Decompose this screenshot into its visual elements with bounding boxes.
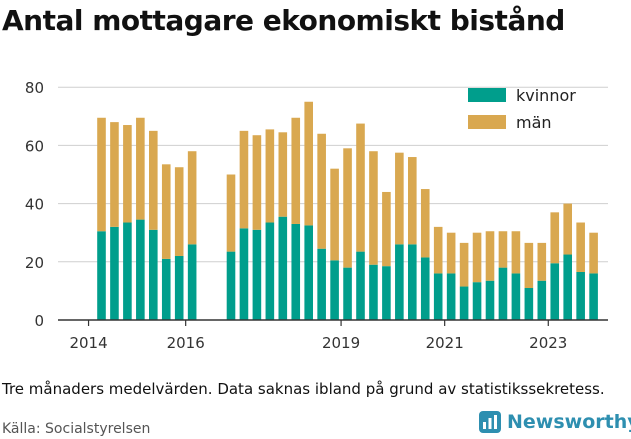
y-tick-label: 40 (25, 196, 44, 214)
chart-title: Antal mottagare ekonomiskt bistånd (2, 4, 565, 37)
bar-kvinnor (149, 229, 158, 320)
bar-man (459, 242, 469, 287)
newsworthy-logo-icon (479, 411, 501, 433)
bar-kvinnor (511, 273, 521, 320)
bar-man (408, 157, 417, 245)
y-tick-label: 60 (25, 137, 44, 155)
bar-man (343, 148, 352, 268)
bar-kvinnor (589, 273, 598, 320)
bar-man (382, 191, 391, 267)
x-tick-label: 2016 (167, 334, 205, 352)
legend-swatch-man (468, 115, 506, 129)
bar-kvinnor (395, 244, 404, 320)
bar-kvinnor (278, 216, 288, 320)
bar-kvinnor (110, 226, 119, 320)
chart-note: Tre månaders medelvärden. Data saknas ib… (2, 380, 605, 398)
bar-kvinnor (187, 244, 197, 320)
bar-man (356, 123, 365, 252)
x-axis: 2014 2016 2019 2021 2023 (58, 319, 608, 352)
bar-man (265, 129, 275, 223)
bar-kvinnor (459, 286, 469, 320)
x-tick-label: 2014 (69, 334, 107, 352)
bar-man (589, 232, 598, 274)
bar-kvinnor (97, 231, 106, 320)
legend-swatch-kvinnor (468, 88, 506, 102)
bar-kvinnor (524, 287, 534, 320)
bar-man (446, 232, 456, 274)
bar-man (226, 174, 236, 252)
bar-kvinnor (382, 266, 391, 320)
bar-kvinnor (239, 228, 249, 320)
bar-kvinnor (123, 222, 132, 320)
bar-kvinnor (174, 255, 184, 320)
bar-kvinnor (304, 225, 313, 320)
newsworthy-logo-text: Newsworthy (507, 411, 631, 433)
bar-man (136, 117, 145, 220)
bar-kvinnor (446, 273, 456, 320)
x-tick-label: 2023 (529, 334, 567, 352)
bar-man (485, 231, 495, 281)
bar-kvinnor (550, 263, 560, 320)
bar-kvinnor (136, 219, 145, 320)
y-tick-label: 0 (34, 312, 44, 330)
bar-man (330, 168, 339, 261)
bar-kvinnor (433, 273, 443, 320)
bar-man (161, 164, 171, 259)
bar-man (97, 117, 106, 232)
bar-man (395, 152, 404, 245)
bar-man (278, 132, 288, 217)
bar-man (110, 122, 119, 227)
x-tick-label: 2021 (426, 334, 464, 352)
y-axis-ticks: 0 20 40 60 80 (25, 79, 44, 330)
bar-man (472, 232, 482, 283)
bar-man (537, 242, 547, 281)
bar-man (174, 167, 184, 256)
bar-man (433, 226, 443, 274)
bar-man (369, 151, 378, 265)
bar-kvinnor (420, 257, 430, 320)
bar-kvinnor (252, 229, 262, 320)
bar-man (420, 189, 430, 258)
bar-man (123, 125, 132, 223)
bar-man (252, 135, 262, 230)
bar-kvinnor (576, 271, 585, 320)
bars (97, 101, 598, 320)
stacked-bar-chart: 0 20 40 60 80 2014 2016 2019 2021 2023 kvinnor mä… (25, 79, 608, 352)
bar-man (576, 222, 585, 272)
bar-kvinnor (408, 244, 417, 320)
bar-kvinnor (291, 223, 301, 320)
bar-man (524, 242, 534, 288)
legend: kvinnor män (468, 86, 576, 132)
legend-label: kvinnor (516, 86, 576, 105)
bar-man (511, 231, 521, 274)
source-credit: Källa: Socialstyrelsen (2, 421, 151, 437)
bar-kvinnor (485, 280, 495, 320)
bar-kvinnor (537, 280, 547, 320)
y-tick-label: 20 (25, 254, 44, 272)
bar-man (187, 151, 197, 245)
bar-kvinnor (317, 248, 326, 320)
bar-man (239, 130, 249, 229)
legend-label: män (516, 113, 552, 132)
bar-man (149, 130, 158, 230)
bar-man (498, 231, 508, 268)
bar-kvinnor (343, 267, 352, 320)
newsworthy-logo: Newsworthy (478, 410, 631, 434)
bar-man (317, 133, 326, 249)
y-tick-label: 80 (25, 79, 44, 97)
bar-kvinnor (265, 222, 275, 320)
bar-kvinnor (472, 282, 482, 320)
bar-man (304, 101, 313, 226)
bar-kvinnor (161, 258, 171, 320)
bar-kvinnor (226, 251, 236, 320)
bar-kvinnor (498, 267, 508, 320)
x-tick-label: 2019 (322, 334, 360, 352)
bar-kvinnor (330, 260, 339, 320)
bar-kvinnor (369, 264, 378, 320)
bar-man (291, 117, 301, 224)
bar-kvinnor (356, 251, 365, 320)
bar-man (550, 212, 560, 264)
bar-man (563, 203, 572, 255)
bar-kvinnor (563, 254, 572, 320)
